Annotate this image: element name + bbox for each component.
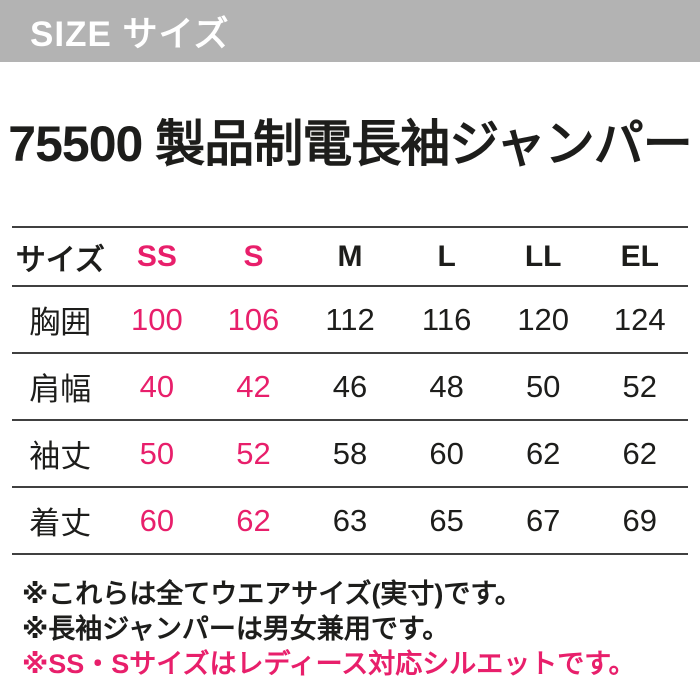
table-cell: 62 — [622, 435, 657, 471]
row-label: 肩幅 — [29, 372, 92, 407]
table-cell: 40 — [139, 368, 175, 404]
note-line-unisex: ※長袖ジャンパーは男女兼用です。 — [22, 614, 450, 644]
table-cell: 63 — [332, 502, 368, 538]
table-cell: 46 — [332, 368, 368, 404]
table-cell: 69 — [622, 502, 657, 538]
table-row-sleeve: 袖丈 50 52 58 60 62 62 — [12, 421, 688, 488]
table-cell: 60 — [429, 435, 464, 471]
header-bar: SIZE サイズ — [0, 0, 700, 62]
column-header-m: M — [337, 239, 363, 273]
table-cell: 50 — [525, 368, 561, 404]
table-cell: 52 — [622, 368, 657, 404]
table-cell: 58 — [332, 435, 368, 471]
table-cell: 65 — [429, 502, 464, 538]
column-header-ll: LL — [524, 239, 562, 273]
table-cell: 112 — [325, 301, 375, 337]
table-cell: 116 — [421, 301, 472, 337]
column-header-ss: SS — [136, 239, 177, 273]
size-bar-label: SIZE サイズ — [30, 14, 230, 54]
table-row-shoulder: 肩幅 40 42 46 48 50 52 — [12, 354, 688, 421]
row-label: 胸囲 — [29, 305, 92, 340]
column-header-el: EL — [620, 239, 659, 273]
table-cell: 48 — [429, 368, 464, 404]
table-row-length: 着丈 60 62 63 65 67 69 — [12, 488, 688, 555]
column-header-s: S — [243, 239, 264, 273]
table-cell: 42 — [236, 368, 271, 404]
table-cell: 50 — [139, 435, 175, 471]
note-line-wear-size: ※これらは全てウエアサイズ(実寸)です。 — [22, 579, 522, 609]
note-line-ladies-silhouette: ※SS・Sサイズはレディース対応シルエットです。 — [22, 649, 636, 679]
notes: ※これらは全てウエアサイズ(実寸)です。 ※長袖ジャンパーは男女兼用です。 ※S… — [22, 577, 700, 682]
table-cell: 60 — [139, 502, 175, 538]
page-title: 75500 製品制電長袖ジャンパー — [8, 116, 692, 172]
row-label: 袖丈 — [29, 439, 92, 474]
table-cell: 106 — [227, 301, 280, 337]
table-cell: 62 — [236, 502, 271, 538]
column-header-size: サイズ — [15, 243, 105, 277]
table-header-row: サイズ SS S M L LL EL — [12, 228, 688, 287]
column-header-l: L — [437, 239, 456, 273]
table-cell: 120 — [517, 301, 570, 337]
size-table: サイズ SS S M L LL EL 胸囲 100 106 112 116 12… — [12, 226, 688, 555]
table-cell: 52 — [236, 435, 271, 471]
row-label: 着丈 — [29, 506, 92, 541]
table-cell: 62 — [525, 435, 561, 471]
table-row-chest: 胸囲 100 106 112 116 120 124 — [12, 287, 688, 354]
table-cell: 100 — [131, 301, 183, 337]
table-cell: 67 — [525, 502, 561, 538]
table-cell: 124 — [613, 301, 666, 337]
